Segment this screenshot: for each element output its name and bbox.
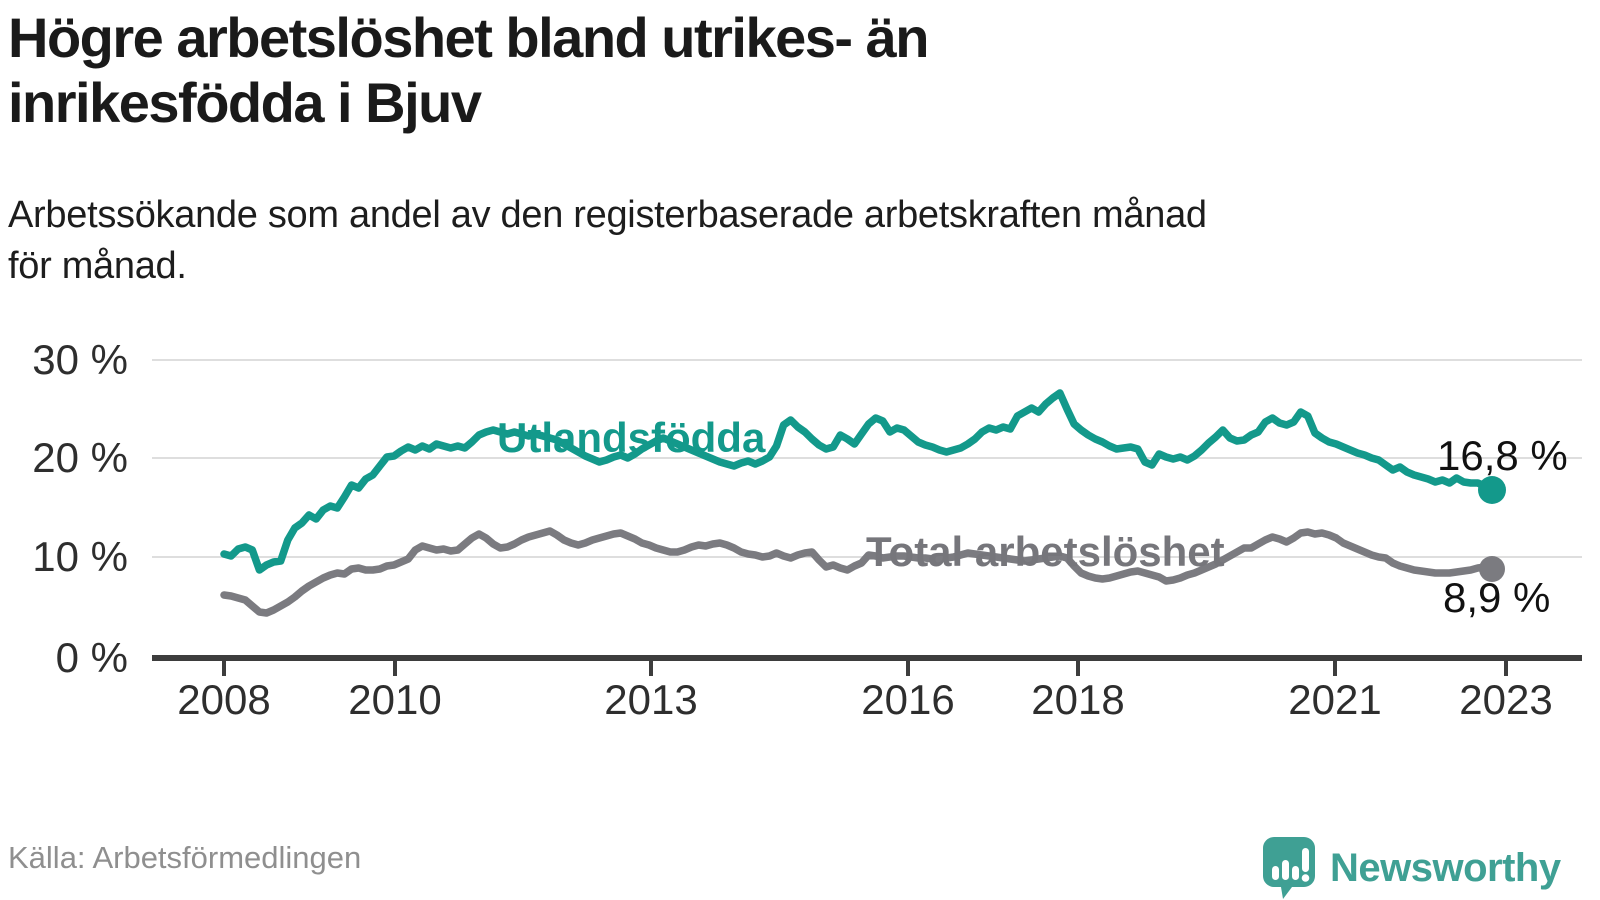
end-value-utlandsfodda: 16,8 % — [1437, 432, 1568, 479]
x-label-2016: 2016 — [861, 676, 954, 723]
source-note: Källa: Arbetsförmedlingen — [8, 840, 362, 875]
y-tick-20: 20 % — [32, 434, 128, 481]
exclamation-dot — [1301, 874, 1310, 882]
series-line-utlandsfodda — [220, 389, 1496, 574]
newsworthy-logo-icon — [1263, 837, 1315, 899]
series-label-total: Total arbetslöshet — [866, 528, 1225, 575]
newsworthy-brand: Newsworthy — [1262, 836, 1561, 900]
subtitle-line-1: Arbetssökande som andel av den registerb… — [8, 194, 1207, 236]
end-dot-total — [1479, 556, 1505, 582]
series-line-total — [220, 527, 1496, 617]
x-label-2008: 2008 — [177, 676, 270, 723]
title-line-2: inrikesfödda i Bjuv — [8, 70, 482, 134]
series-label-utlandsfodda: Utlandsfödda — [497, 414, 766, 461]
x-label-2010: 2010 — [348, 676, 441, 723]
title-line-1: Högre arbetslöshet bland utrikes- än — [8, 6, 929, 69]
chart-subtitle: Arbetssökande som andel av den registerb… — [8, 190, 1207, 293]
x-label-2013: 2013 — [604, 676, 697, 723]
bar-1 — [1272, 866, 1279, 880]
x-label-2021: 2021 — [1288, 676, 1381, 723]
x-label-2023: 2023 — [1459, 676, 1552, 723]
end-value-total: 8,9 % — [1443, 574, 1550, 621]
page-title: Högre arbetslöshet bland utrikes- än inr… — [8, 6, 929, 136]
y-tick-10: 10 % — [32, 533, 128, 580]
bar-2 — [1282, 860, 1289, 880]
exclamation-stem — [1302, 848, 1309, 872]
y-tick-30: 30 % — [32, 336, 128, 383]
subtitle-line-2: för månad. — [8, 245, 187, 288]
x-label-2018: 2018 — [1031, 676, 1124, 723]
bar-3 — [1292, 866, 1299, 880]
brand-name: Newsworthy — [1330, 845, 1561, 890]
end-dot-utlandsfodda — [1478, 476, 1506, 504]
y-tick-0: 0 % — [56, 634, 128, 681]
